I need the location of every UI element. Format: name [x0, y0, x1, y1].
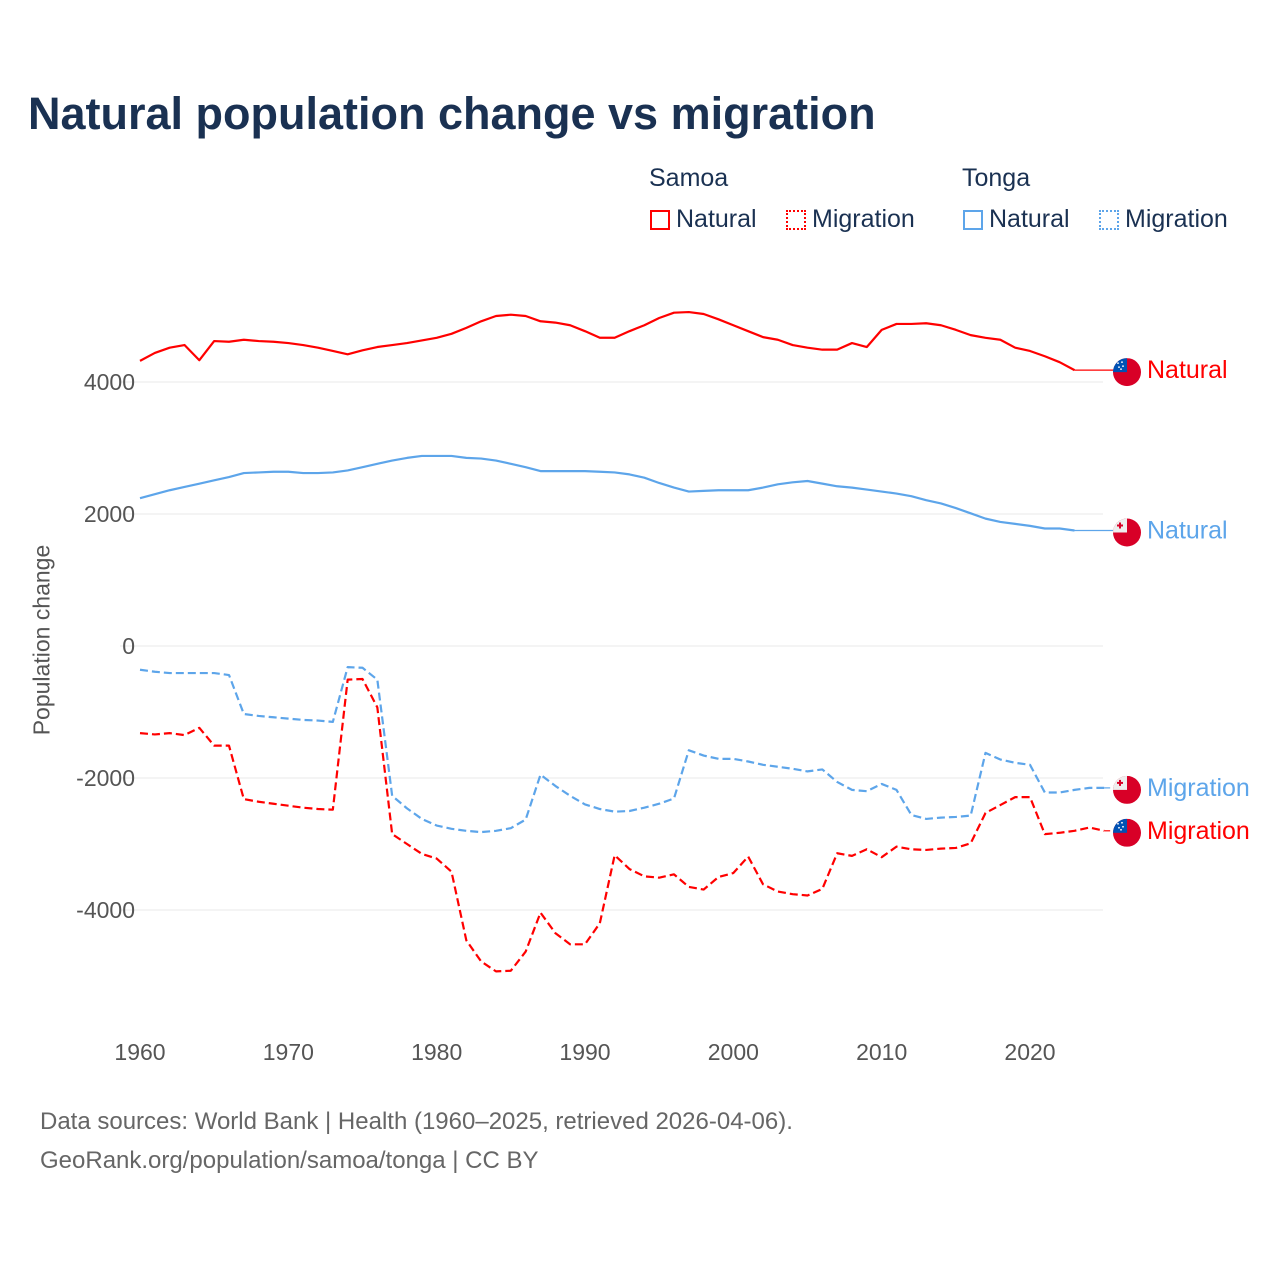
series-line-samoa-natural	[139, 310, 1076, 372]
dotted-swatch-icon	[786, 209, 806, 230]
x-tick-label: 1970	[263, 1039, 314, 1065]
flag-canton	[1113, 818, 1127, 833]
series-line-samoa-migration	[139, 677, 1105, 973]
end-label: Migration	[1147, 817, 1250, 845]
flag-star	[1121, 821, 1123, 824]
x-tick-label: 1990	[559, 1039, 610, 1065]
flag-star	[1122, 825, 1124, 828]
x-tick-label: 1960	[114, 1039, 165, 1065]
legend-tonga-natural[interactable]: Natural	[963, 205, 1070, 234]
footer-sources: Data sources: World Bank | Health (1960–…	[40, 1108, 793, 1135]
x-tick-label: 2020	[1004, 1039, 1055, 1065]
flag-cross	[1117, 524, 1123, 527]
flag-star	[1121, 361, 1123, 364]
series-line-tonga-migration	[139, 666, 1105, 834]
legend-group-samoa: Samoa	[649, 164, 729, 192]
flag-star	[1117, 822, 1119, 825]
solid-swatch-icon	[650, 209, 670, 230]
y-tick-label: -4000	[76, 897, 135, 923]
flag-star	[1122, 365, 1124, 368]
legend-label: Migration	[812, 205, 915, 233]
end-label: Migration	[1147, 774, 1250, 802]
legend-samoa-migration[interactable]: Migration	[786, 205, 915, 234]
y-tick-label: -2000	[76, 765, 135, 791]
legend-label: Migration	[1125, 205, 1228, 233]
legend-label: Natural	[676, 205, 757, 233]
legend-label: Natural	[989, 205, 1070, 233]
x-tick-label: 2000	[708, 1039, 759, 1065]
legend-tonga-migration[interactable]: Migration	[1099, 205, 1228, 234]
samoa-flag-icon	[1113, 818, 1141, 847]
flag-star	[1120, 368, 1122, 371]
y-tick-label: 0	[122, 633, 135, 659]
flag-star	[1120, 828, 1122, 831]
series-line-tonga-natural	[139, 454, 1075, 532]
tonga-flag-icon	[1113, 775, 1141, 804]
samoa-flag-icon	[1113, 358, 1141, 387]
footer-link[interactable]: GeoRank.org/population/samoa/tonga | CC …	[40, 1147, 539, 1174]
end-label: Natural	[1147, 517, 1228, 545]
chart-title: Natural population change vs migration	[28, 88, 876, 139]
flag-body	[1113, 518, 1141, 547]
flag-star	[1118, 366, 1120, 369]
flag-cross	[1117, 781, 1123, 784]
tonga-flag-icon	[1113, 518, 1141, 547]
solid-swatch-icon	[963, 209, 983, 230]
flag-star	[1118, 826, 1120, 829]
x-tick-label: 2010	[856, 1039, 907, 1065]
flag-body	[1113, 775, 1141, 804]
flag-star	[1117, 362, 1119, 365]
flag-body	[1113, 818, 1141, 847]
x-tick-label: 1980	[411, 1039, 462, 1065]
dotted-swatch-icon	[1099, 209, 1119, 230]
y-tick-label: 2000	[84, 501, 135, 527]
y-tick-label: 4000	[84, 369, 135, 395]
legend-group-tonga: Tonga	[962, 164, 1031, 192]
legend-samoa-natural[interactable]: Natural	[650, 205, 757, 234]
end-label: Natural	[1147, 356, 1228, 384]
flag-canton	[1113, 358, 1127, 373]
flag-body	[1113, 358, 1141, 387]
